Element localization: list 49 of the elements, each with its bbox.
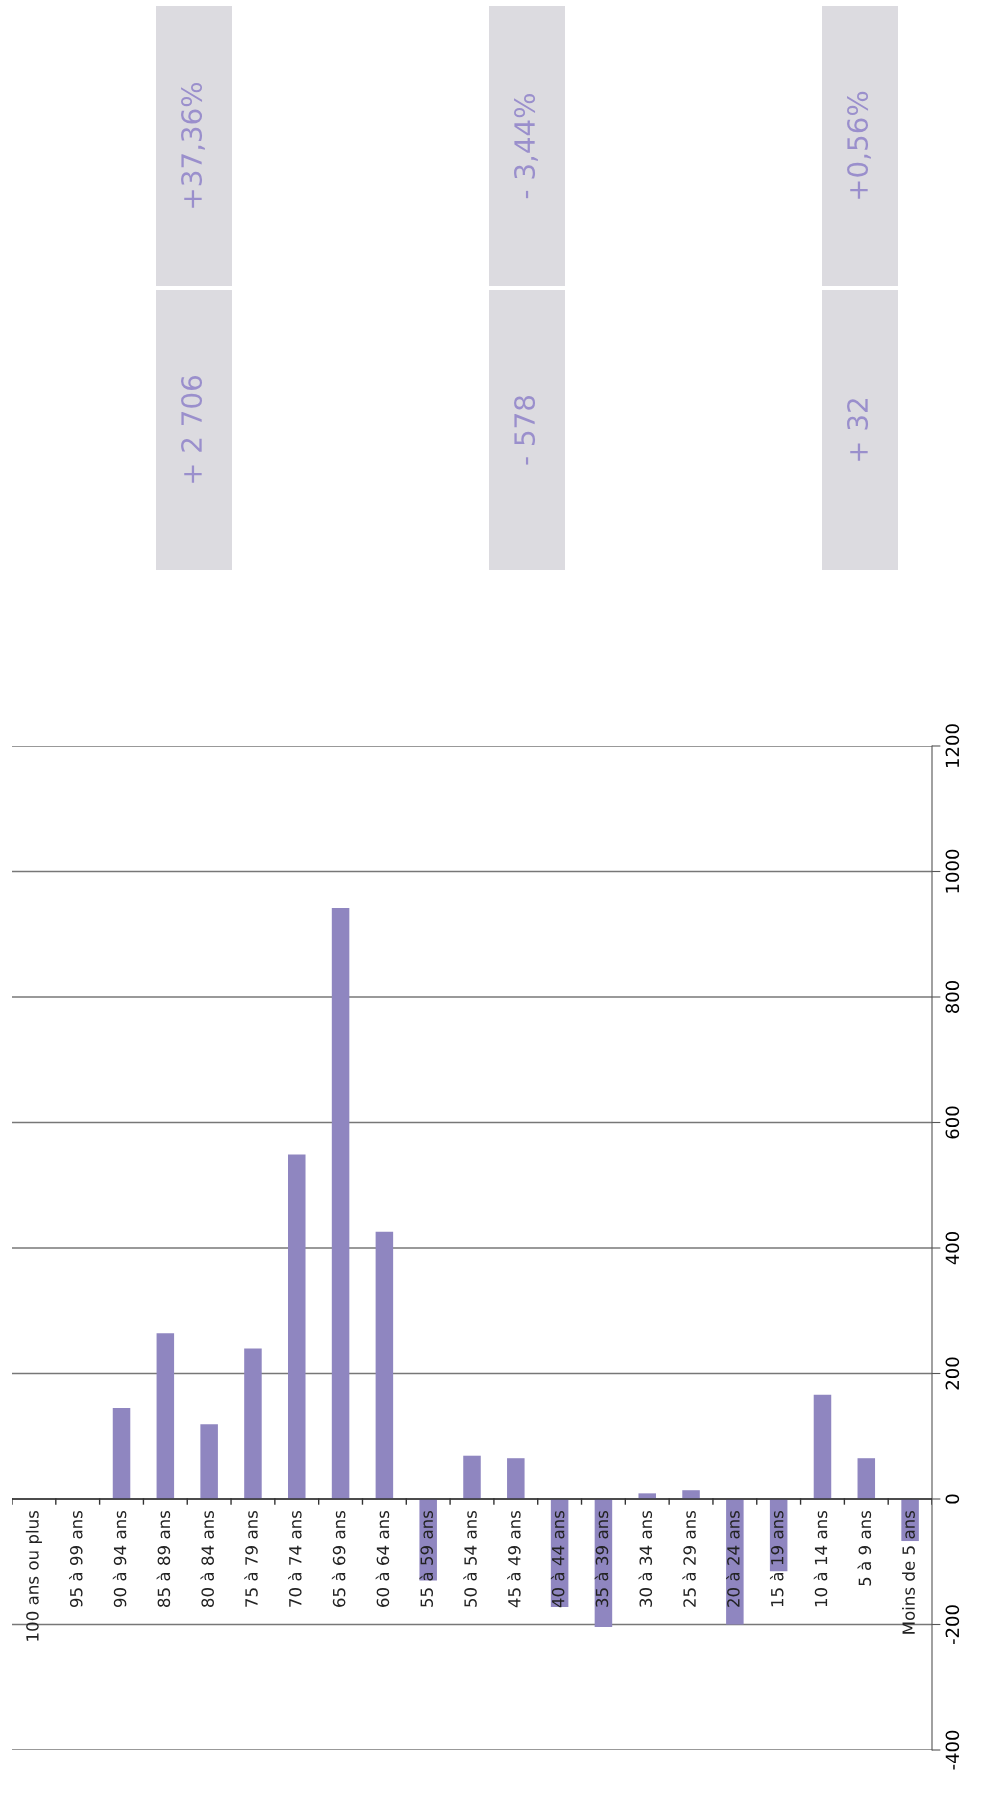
y-tick-label: 800 [945,980,960,1014]
x-tick-label: 50 à 54 ans [463,1510,477,1607]
text: +0,56% [847,91,871,199]
bar [463,1455,481,1499]
y-tick-label: -400 [945,1730,960,1770]
bar [331,907,350,1499]
y-tick-label: 200 [945,1357,960,1390]
text: + 32 [847,399,869,461]
y-tick-label: 400 [945,1231,960,1265]
x-tick-label: 70 à 74 ans [288,1510,302,1607]
y-tick-label: 600 [945,1106,960,1139]
x-tick-label: 65 à 69 ans [331,1510,346,1607]
bar [112,1408,131,1499]
x-tick-label: 30 à 34 ans [638,1510,653,1607]
bar [682,1490,700,1499]
y-tick-label: -200 [945,1605,960,1645]
x-tick-label: 85 à 89 ans [156,1510,171,1607]
x-tick-label: 20 à 24 ans [726,1510,740,1607]
x-tick-label: 100 ans ou plus [25,1510,42,1641]
text: - 578 [514,395,536,465]
x-tick-label: 10 à 14 ans [813,1510,828,1607]
y-tick-label: 0 [945,1494,960,1504]
x-tick-label: 60 à 64 ans [375,1510,390,1607]
x-tick-label: 40 à 44 ans [550,1510,565,1608]
bar [638,1493,656,1499]
bar [200,1424,218,1499]
y-tick-label: 1200 [945,724,960,767]
x-tick-label: Moins de 5 ans [902,1510,915,1634]
y-tick-label: 1000 [945,849,960,893]
bar [156,1333,175,1499]
x-tick-label: 35 à 39 ans [594,1510,609,1607]
bar [813,1394,832,1499]
x-tick-label: 45 à 49 ans [507,1510,521,1608]
x-tick-label: 25 à 29 ans [682,1510,696,1607]
bar [288,1154,306,1499]
text: + 2 706 [181,375,203,483]
bar [857,1458,876,1499]
x-tick-label: 80 à 84 ans [200,1510,214,1607]
x-tick-label: 15 à 19 ans [769,1510,784,1607]
bar [507,1458,525,1499]
x-tick-label: 95 à 99 ans [68,1510,83,1608]
x-tick-label: 5 à 9 ans [857,1510,872,1586]
x-tick-label: 55 à 59 ans [419,1510,434,1607]
text: +37,36% [181,82,205,208]
bar [244,1348,262,1499]
x-tick-label: 75 à 79 ans [244,1510,258,1607]
bar [375,1231,394,1499]
x-tick-label: 90 à 94 ans [112,1510,127,1608]
text: - 3,44% [514,93,538,199]
